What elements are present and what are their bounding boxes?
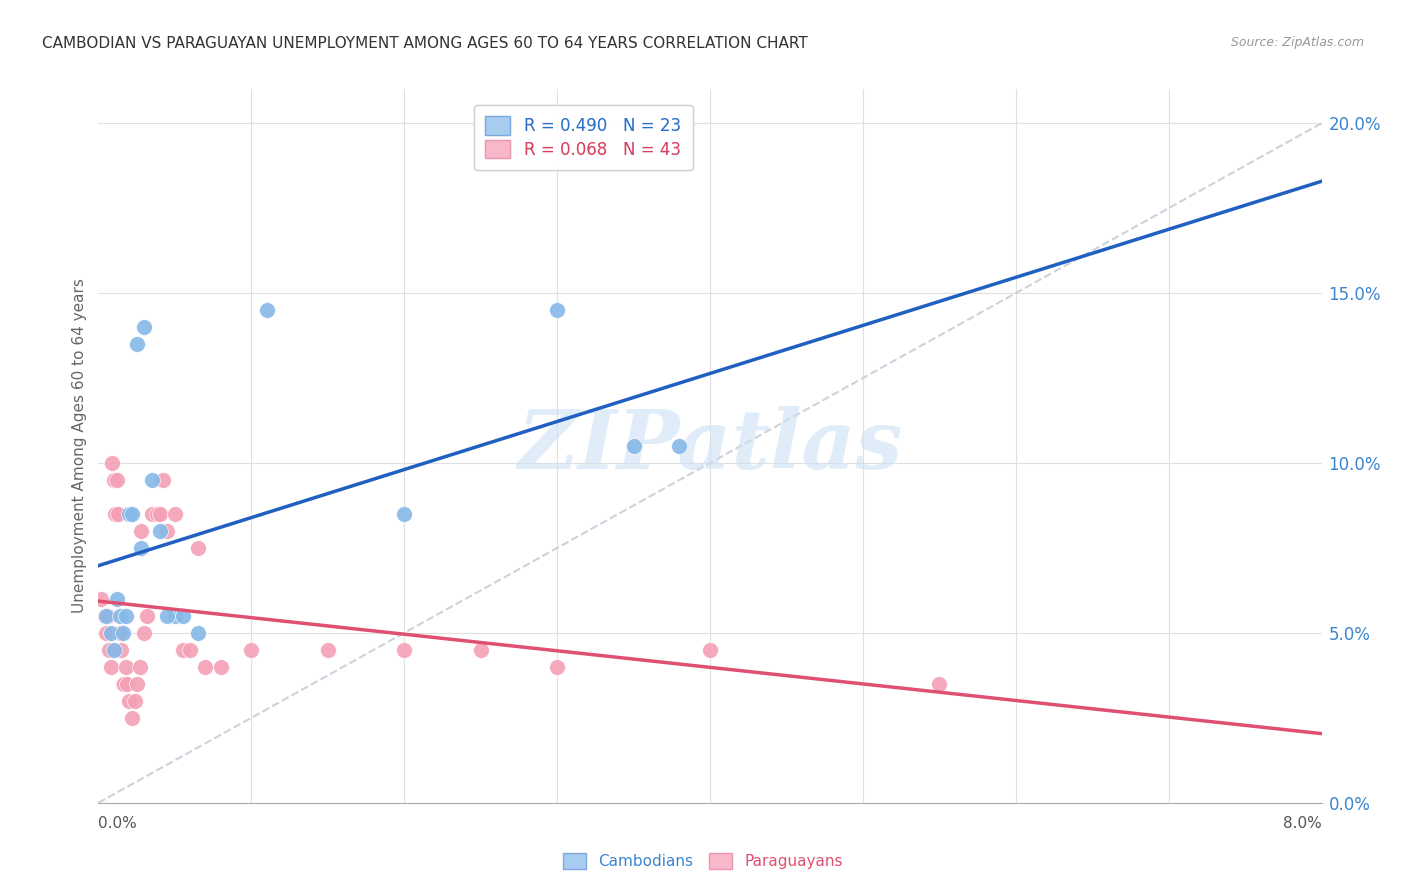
Point [240,643,263,657]
Point [141,473,163,487]
Point [187,541,209,555]
Point [118,507,141,521]
Point [115,608,138,623]
Point [121,711,143,725]
Point [172,643,194,657]
Point [94,626,117,640]
Text: CAMBODIAN VS PARAGUAYAN UNEMPLOYMENT AMONG AGES 60 TO 64 YEARS CORRELATION CHART: CAMBODIAN VS PARAGUAYAN UNEMPLOYMENT AMO… [42,36,808,51]
Y-axis label: Unemployment Among Ages 60 to 64 years: Unemployment Among Ages 60 to 64 years [72,278,87,614]
Point [470,643,492,657]
Point [115,660,138,674]
Point [108,626,131,640]
Point [110,643,132,657]
Point [141,507,163,521]
Point [163,608,186,623]
Point [103,473,125,487]
Point [187,626,209,640]
Point [124,694,146,708]
Point [623,439,645,453]
Text: ZIPatlas: ZIPatlas [517,406,903,486]
Point [316,643,339,657]
Point [149,524,172,538]
Point [156,524,179,538]
Point [668,439,690,453]
Point [699,643,721,657]
Point [100,660,122,674]
Point [111,677,134,691]
Point [129,541,152,555]
Point [546,660,568,674]
Point [134,626,156,640]
Legend: Cambodians, Paraguayans: Cambodians, Paraguayans [557,847,849,875]
Point [209,660,232,674]
Point [256,303,278,318]
Point [104,507,127,521]
Point [179,643,201,657]
Text: Source: ZipAtlas.com: Source: ZipAtlas.com [1230,36,1364,49]
Point [111,626,134,640]
Point [90,591,112,606]
Point [928,677,950,691]
Point [392,507,416,521]
Point [128,660,150,674]
Point [108,608,131,623]
Point [98,643,121,657]
Point [149,507,172,521]
Text: 0.0%: 0.0% [98,816,138,831]
Point [546,303,568,318]
Point [125,337,148,351]
Point [100,626,122,640]
Text: 8.0%: 8.0% [1282,816,1322,831]
Point [152,473,174,487]
Point [105,591,128,606]
Point [105,473,128,487]
Point [392,643,416,657]
Point [117,677,139,691]
Point [156,608,179,623]
Point [194,660,217,674]
Point [134,320,156,334]
Point [136,608,159,623]
Point [93,608,115,623]
Point [163,507,186,521]
Point [94,608,117,623]
Point [145,507,167,521]
Point [112,677,135,691]
Point [103,643,125,657]
Point [97,608,120,623]
Point [101,456,124,470]
Legend: R = 0.490   N = 23, R = 0.068   N = 43: R = 0.490 N = 23, R = 0.068 N = 43 [474,104,693,170]
Point [121,507,143,521]
Point [172,608,194,623]
Point [118,694,141,708]
Point [129,524,152,538]
Point [107,507,129,521]
Point [125,677,148,691]
